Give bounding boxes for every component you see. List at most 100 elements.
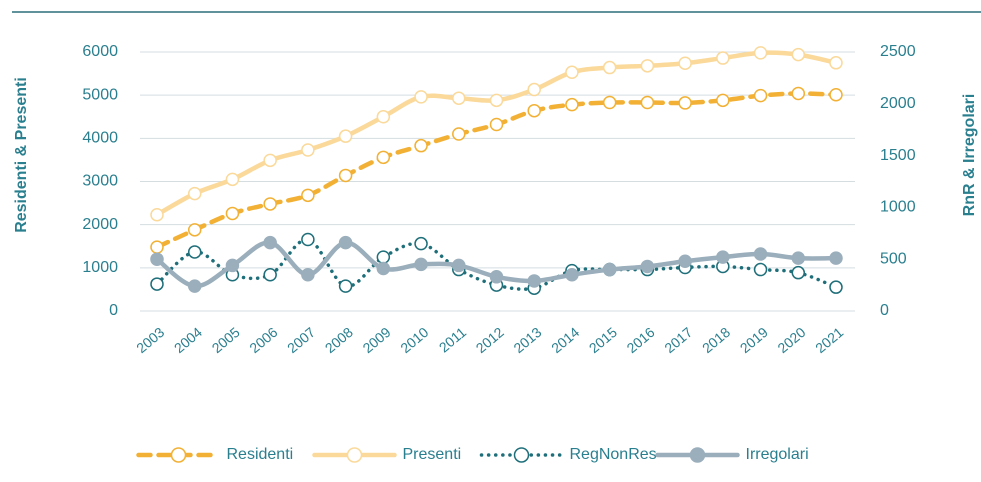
x-tick-label: 2012 [473, 324, 507, 356]
legend-label: RegNonRes [570, 446, 657, 463]
marker [170, 447, 187, 463]
marker [602, 95, 617, 110]
marker [225, 172, 240, 187]
legend-label: Presenti [403, 446, 462, 463]
marker [263, 153, 277, 168]
marker [565, 65, 579, 80]
marker [489, 270, 504, 284]
marker [452, 258, 466, 273]
marker [187, 223, 202, 237]
marker [263, 267, 277, 282]
marker [301, 188, 315, 203]
marker [829, 251, 843, 265]
y-tick-label: 6000 [82, 43, 118, 60]
marker [346, 447, 363, 463]
marker [225, 258, 240, 273]
marker [452, 91, 466, 105]
marker [414, 236, 428, 251]
marker [338, 235, 353, 250]
y2-tick-label: 0 [880, 302, 889, 319]
marker [187, 279, 202, 293]
marker [489, 93, 504, 108]
x-tick-label: 2006 [246, 324, 280, 356]
marker [513, 447, 530, 463]
x-tick-label: 2017 [661, 324, 695, 356]
y2-tick-label: 2000 [880, 95, 916, 112]
y-tick-label: 1000 [82, 259, 118, 276]
marker [527, 274, 541, 288]
marker [263, 197, 277, 211]
y-tick-label: 2000 [82, 216, 118, 233]
x-tick-label: 2013 [510, 324, 544, 356]
x-tick-label: 2010 [397, 324, 431, 356]
x-tick-label: 2003 [133, 324, 167, 356]
marker [753, 262, 768, 277]
marker [640, 59, 655, 73]
y2-tick-label: 2500 [880, 43, 916, 60]
x-tick-label: 2016 [624, 324, 658, 356]
marker [376, 110, 391, 124]
marker [150, 252, 164, 266]
y2-tick-label: 1000 [880, 199, 916, 216]
marker [187, 245, 202, 259]
marker [338, 129, 353, 143]
marker [376, 261, 391, 276]
marker [187, 186, 202, 201]
y-tick-label: 4000 [82, 130, 118, 147]
legend-item: Irregolari [655, 446, 809, 463]
x-tick-label: 2004 [171, 324, 205, 356]
legend-label: Residenti [227, 446, 294, 463]
x-tick-label: 2019 [737, 324, 771, 356]
x-tick-label: 2008 [322, 324, 356, 356]
marker [338, 279, 353, 293]
y2-axis-title: RnR & Irregolari [961, 94, 978, 217]
marker [678, 254, 692, 269]
x-tick-label: 2018 [699, 324, 733, 356]
marker [753, 46, 768, 60]
marker [678, 96, 692, 110]
x-tick-label: 2014 [548, 324, 582, 356]
marker [829, 56, 843, 70]
marker [150, 240, 164, 254]
marker [489, 117, 504, 132]
x-tick-label: 2011 [436, 324, 470, 356]
legend-item: Residenti [136, 446, 294, 463]
marker [689, 447, 706, 463]
marker [753, 88, 768, 103]
marker [753, 247, 768, 261]
x-tick-label: 2007 [284, 324, 318, 356]
marker [414, 138, 428, 153]
marker [640, 259, 655, 274]
x-tick-label: 2020 [774, 324, 808, 356]
marker [376, 250, 391, 264]
marker [716, 250, 730, 264]
marker [829, 87, 843, 102]
x-tick-label: 2009 [359, 324, 393, 356]
marker [301, 232, 315, 247]
marker [150, 207, 164, 222]
series-line [154, 91, 839, 250]
marker [263, 235, 277, 250]
marker [791, 86, 806, 101]
marker [452, 127, 466, 141]
marker [527, 103, 541, 118]
y-tick-label: 3000 [82, 173, 118, 190]
marker [791, 47, 806, 62]
legend-label: Irregolari [746, 446, 809, 463]
legend-item: RegNonRes [479, 446, 657, 463]
marker [602, 262, 617, 277]
marker [414, 257, 428, 272]
legend-item: Presenti [312, 446, 462, 463]
y-axis-title: Residenti & Presenti [13, 77, 30, 233]
y-tick-label: 0 [109, 302, 118, 319]
marker [414, 90, 428, 104]
y2-tick-label: 1500 [880, 147, 916, 164]
marker [791, 251, 806, 265]
marker [565, 267, 579, 282]
x-tick-label: 2015 [586, 324, 620, 356]
marker [791, 265, 806, 280]
y-tick-label: 5000 [82, 86, 118, 103]
marker [640, 95, 655, 110]
y2-tick-label: 500 [880, 250, 907, 267]
